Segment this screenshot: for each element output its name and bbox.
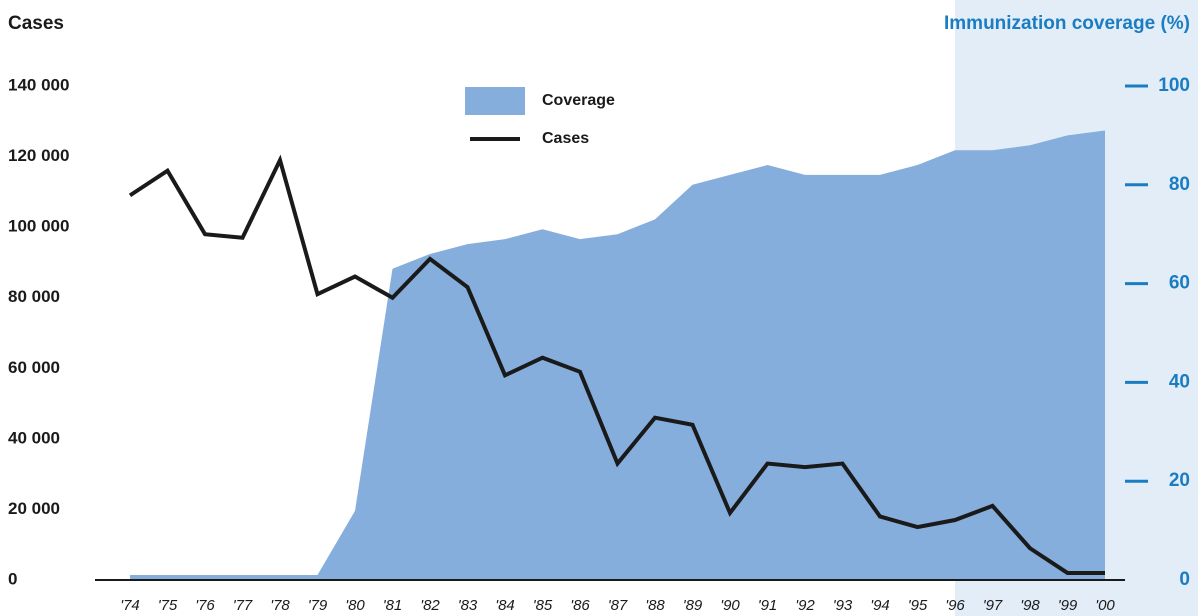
y2-tick-label: 60 [1169, 273, 1190, 294]
x-tick-label: '81 [383, 597, 403, 614]
y2-tick-label: 80 [1169, 174, 1190, 195]
y2-tick-label: 40 [1169, 371, 1190, 392]
y-tick-label: 80 000 [8, 287, 60, 306]
y-tick-label: 140 000 [8, 75, 69, 94]
y2-tick-label: 0 [1179, 569, 1190, 590]
legend-swatch [465, 87, 525, 115]
x-tick-label: '93 [833, 597, 853, 614]
y-tick-label: 120 000 [8, 146, 69, 165]
y2-tick-label: 100 [1158, 75, 1190, 96]
x-tick-label: '85 [533, 597, 553, 614]
x-tick-label: '83 [458, 597, 478, 614]
y-tick-label: 40 000 [8, 428, 60, 447]
y2-axis-title: Immunization coverage (%) [944, 13, 1190, 34]
x-tick-label: '00 [1095, 597, 1115, 614]
x-tick-label: '92 [795, 597, 815, 614]
x-tick-label: '98 [1020, 597, 1040, 614]
y-tick-label: 100 000 [8, 217, 69, 236]
x-tick-label: '95 [908, 597, 928, 614]
y-axis-title: Cases [8, 13, 64, 34]
x-tick-label: '80 [345, 597, 365, 614]
x-tick-label: '91 [758, 597, 778, 614]
x-tick-label: '99 [1058, 597, 1078, 614]
x-tick-label: '97 [983, 597, 1003, 614]
x-tick-label: '88 [645, 597, 665, 614]
cases-line [128, 154, 1105, 575]
x-tick-label: '78 [270, 597, 290, 614]
y-tick-label: 20 000 [8, 499, 60, 518]
x-tick-label: '96 [945, 597, 965, 614]
x-tick-label: '75 [158, 597, 178, 614]
y-tick-label: 60 000 [8, 358, 60, 377]
legend-label: Cases [542, 130, 589, 147]
x-tick-label: '76 [195, 597, 215, 614]
x-tick-label: '79 [308, 597, 328, 614]
x-tick-label: '77 [233, 597, 253, 614]
x-tick-label: '94 [870, 597, 890, 614]
x-tick-label: '82 [420, 597, 440, 614]
x-tick-label: '74 [120, 597, 140, 614]
x-tick-label: '89 [683, 597, 703, 614]
x-tick-label: '87 [608, 597, 628, 614]
y2-tick-label: 20 [1169, 470, 1190, 491]
coverage-area [130, 130, 1105, 580]
y-tick-label: 0 [8, 569, 17, 588]
x-tick-label: '84 [495, 597, 515, 614]
x-tick-label: '86 [570, 597, 590, 614]
legend-label: Coverage [542, 92, 615, 109]
x-tick-label: '90 [720, 597, 740, 614]
